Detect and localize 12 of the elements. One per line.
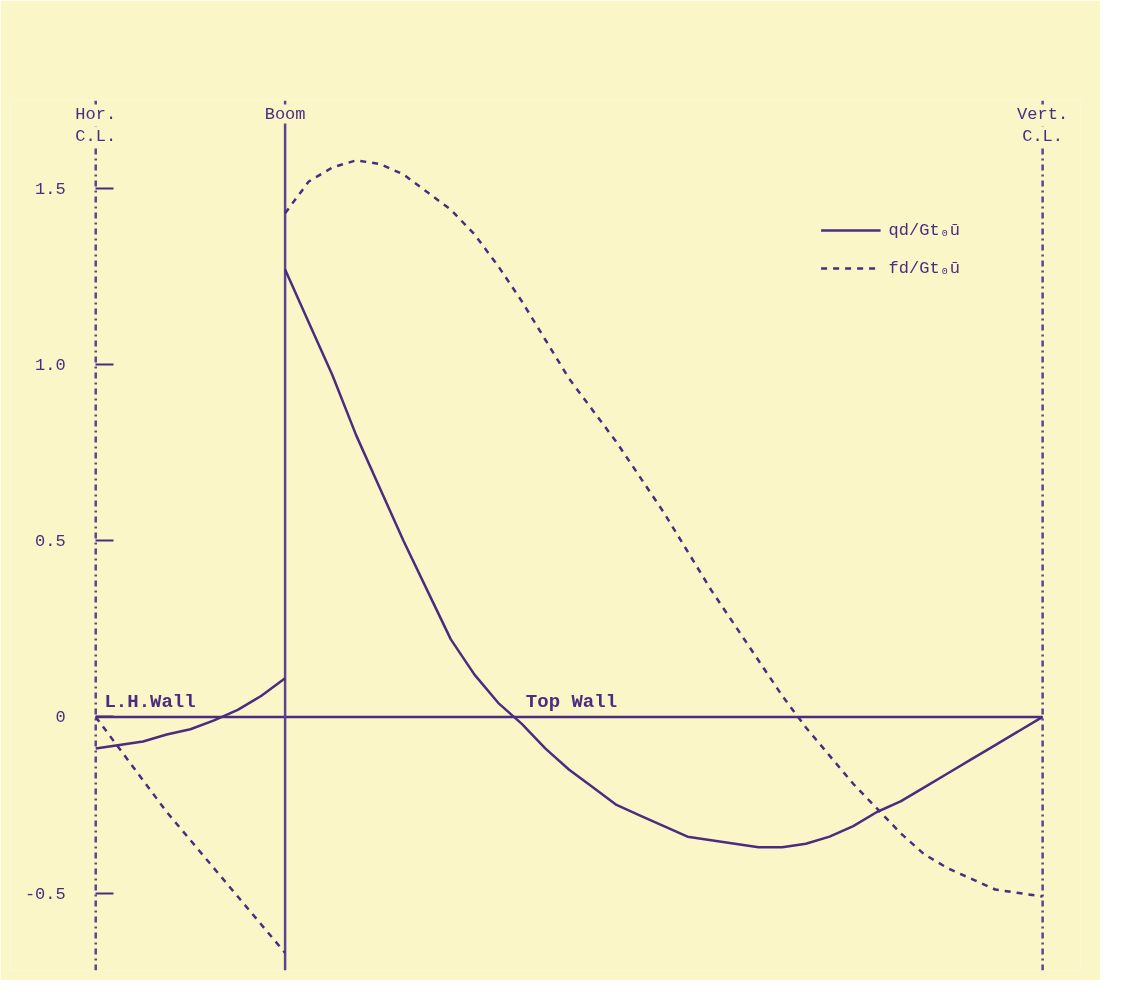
y-tick-label: 1.0 [35,356,66,376]
y-tick-label: 0 [55,708,66,728]
annotation: Hor. C.L. [75,104,117,146]
annotation: Boom [264,104,306,124]
annotation: Top Wall [525,690,618,713]
legend-label: fd/Gt₀ū [888,258,960,278]
y-tick-label: 1.5 [35,180,66,200]
legend-label: qd/Gt₀ū [888,220,960,240]
y-tick-label: -0.5 [24,884,66,904]
annotation: L.H.Wall [104,690,196,713]
y-tick-label: 0.5 [35,532,66,552]
annotation: Vert. C.L. [1017,104,1069,146]
